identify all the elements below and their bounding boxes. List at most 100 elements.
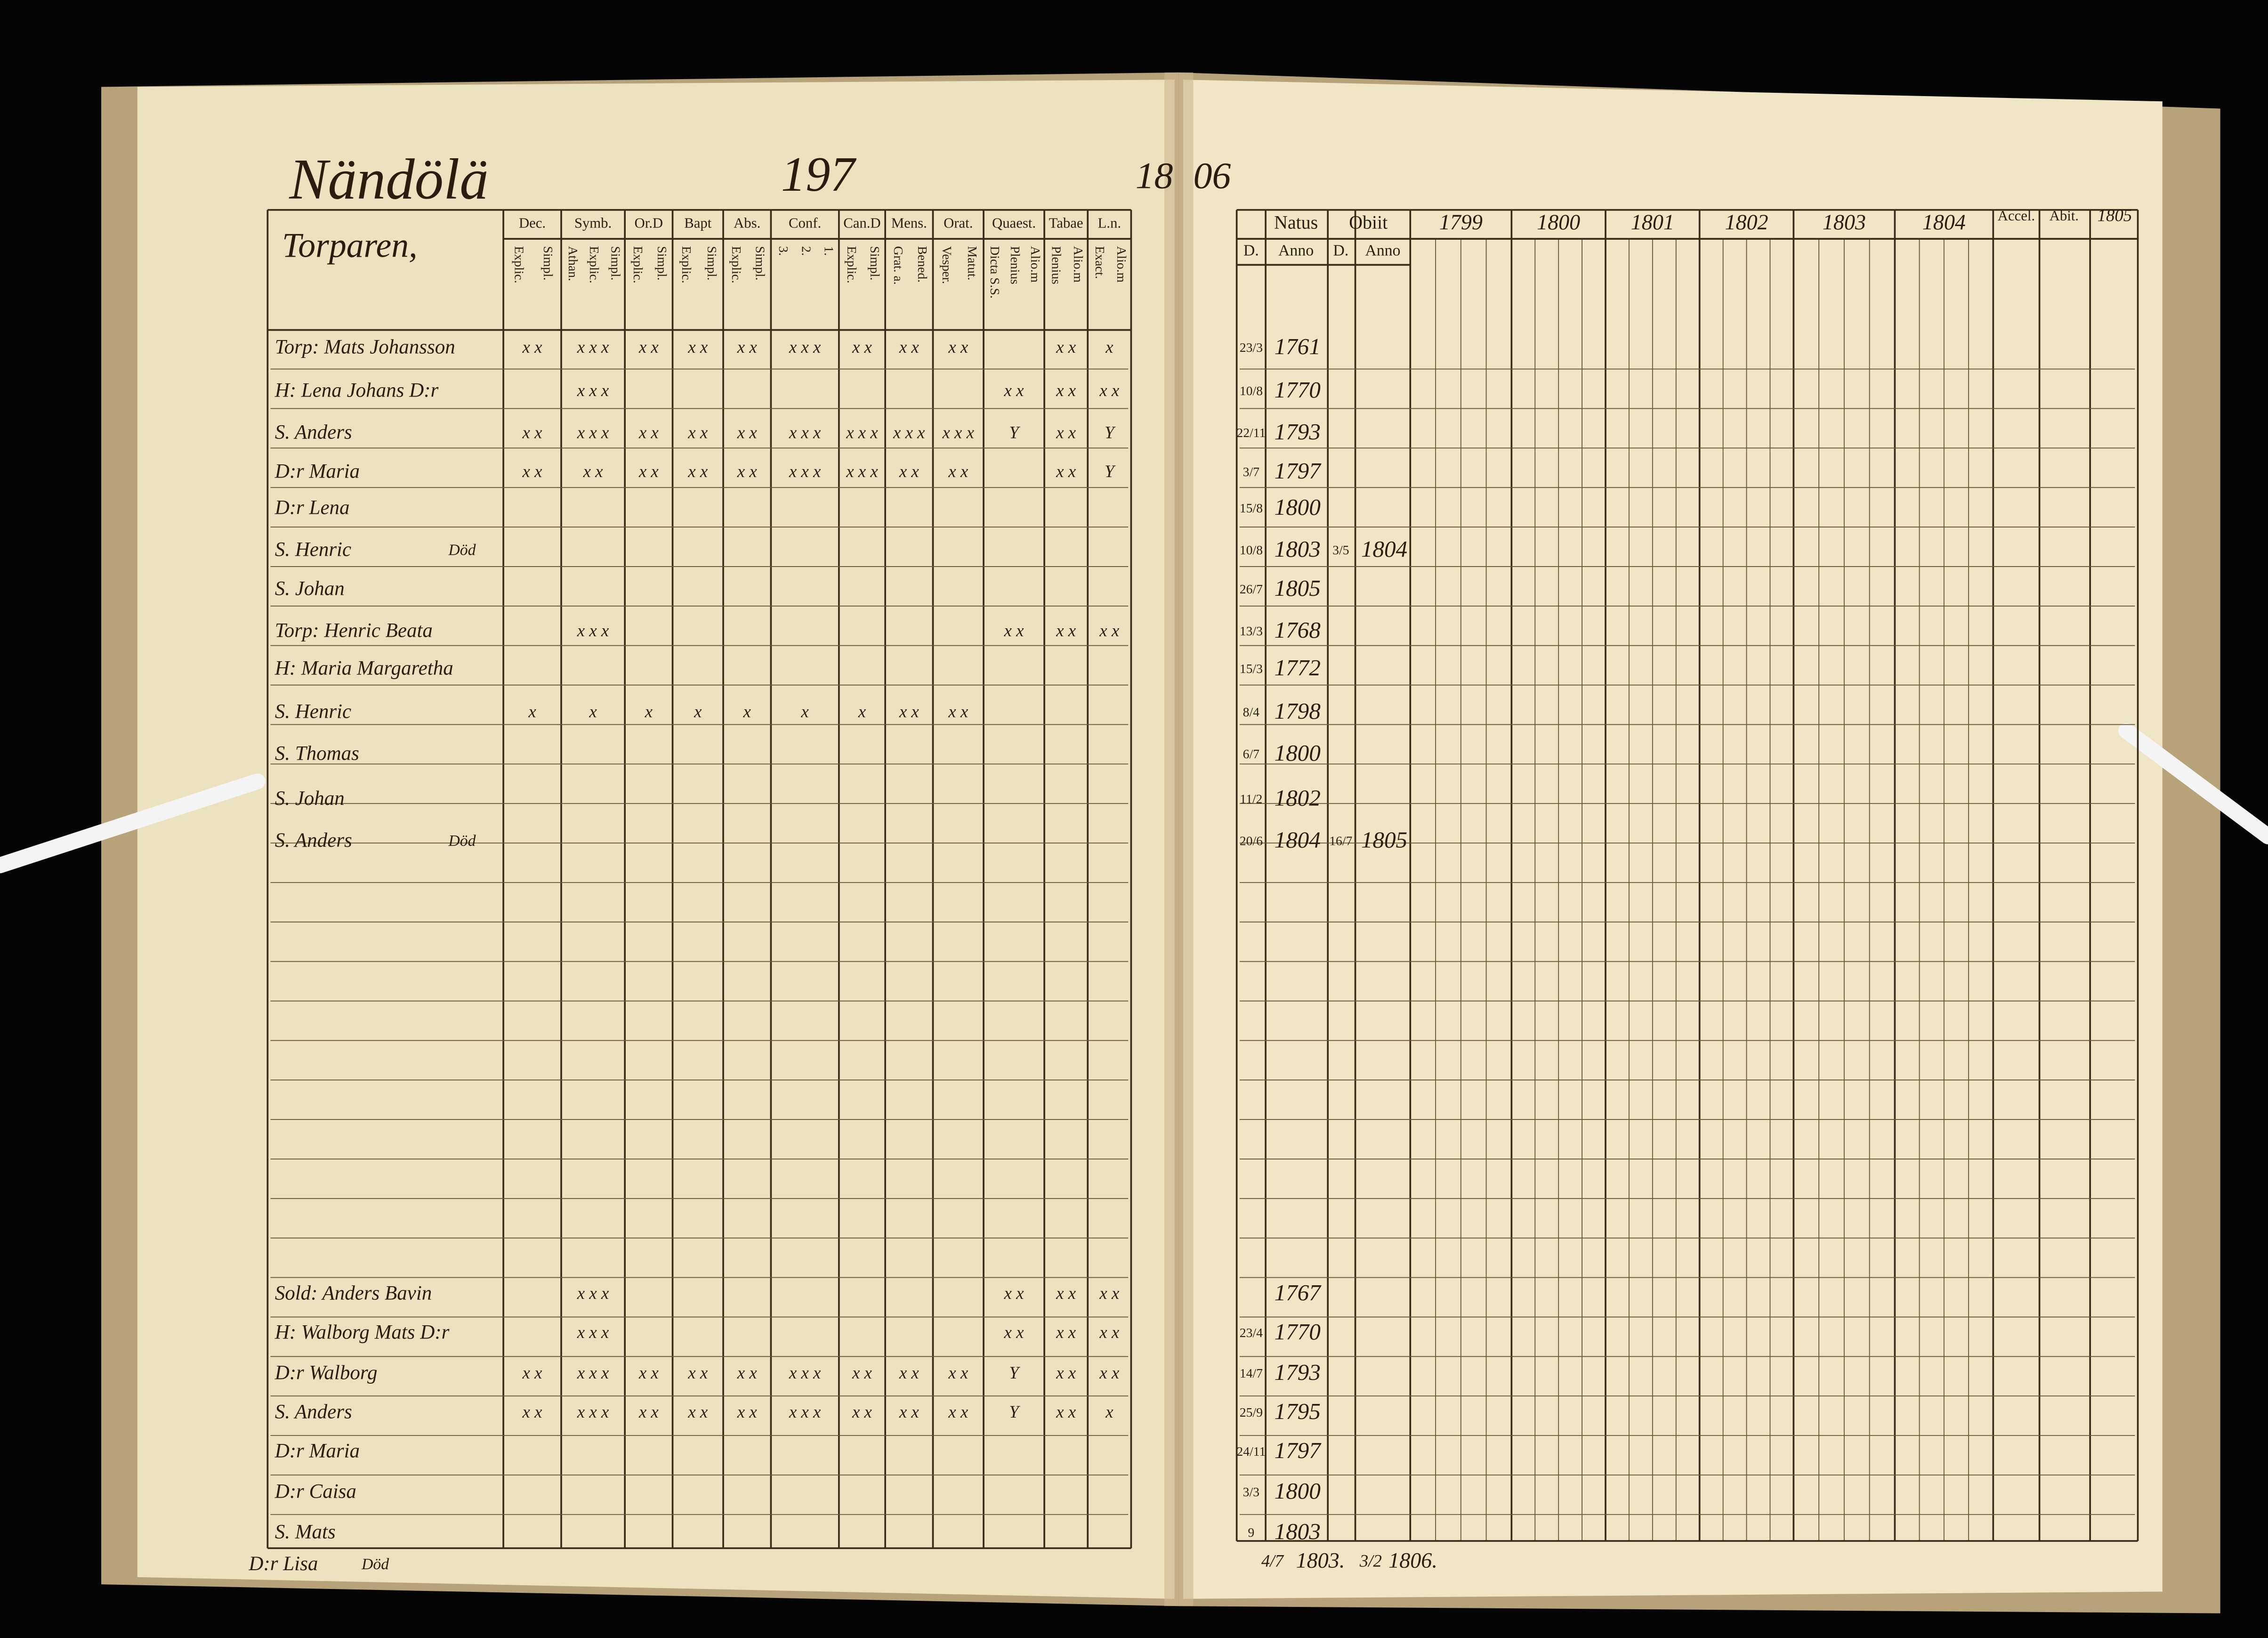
- column-header: Mens.: [891, 215, 927, 231]
- column-subheader: Plenius: [1049, 246, 1064, 284]
- catechism-mark: x x: [852, 337, 872, 357]
- column-subheader: D.: [1333, 242, 1348, 259]
- year-left: 18: [1136, 155, 1173, 196]
- catechism-mark: x x x: [577, 422, 609, 442]
- catechism-mark: x x: [948, 337, 969, 357]
- person-name: Torp: Mats Johansson: [275, 336, 455, 358]
- column-subheader: Simpl.: [608, 246, 623, 280]
- birth-year: 1802: [1275, 785, 1321, 811]
- catechism-mark: x x: [522, 1363, 543, 1382]
- catechism-mark: x x: [948, 1402, 969, 1421]
- person-name: S. Johan: [275, 577, 345, 600]
- birth-year: 1795: [1275, 1398, 1321, 1424]
- column-subheader: Alio.m: [1114, 246, 1129, 283]
- column-subheader: Athan.: [566, 246, 581, 281]
- catechism-mark: x x: [737, 337, 758, 357]
- catechism-mark: x x: [899, 337, 920, 357]
- catechism-mark: Y: [1105, 422, 1116, 442]
- catechism-mark: x x: [1099, 1363, 1120, 1382]
- person-name: D:r Maria: [274, 461, 360, 483]
- catechism-mark: x x x: [942, 422, 974, 442]
- birth-year: 1797: [1275, 1437, 1322, 1463]
- catechism-mark: x x: [1004, 621, 1025, 640]
- birth-year: 1803: [1275, 536, 1321, 562]
- death-day: 16/7: [1329, 833, 1352, 848]
- catechism-mark: x: [589, 702, 597, 721]
- year-header: 1801: [1631, 210, 1674, 234]
- birth-year: 1804: [1275, 827, 1321, 852]
- birth-day: 24/11: [1236, 1444, 1266, 1459]
- column-header: Or.D: [635, 215, 663, 231]
- catechism-mark: x x x: [846, 462, 878, 481]
- column-subheader: Simpl.: [705, 246, 719, 280]
- catechism-mark: Y: [1009, 1363, 1020, 1382]
- catechism-mark: x x x: [789, 1402, 821, 1421]
- year-header: 1800: [1537, 210, 1580, 234]
- left-page: [137, 80, 1175, 1599]
- person-name: H: Maria Margaretha: [274, 657, 453, 679]
- birth-year: 1772: [1275, 655, 1321, 681]
- catechism-mark: x x: [1056, 381, 1076, 400]
- death-day: 3/5: [1332, 543, 1349, 557]
- catechism-mark: x x: [687, 337, 708, 357]
- birth-day: 3/3: [1243, 1484, 1259, 1499]
- catechism-mark: x x x: [577, 621, 609, 640]
- column-subheader: Explic.: [587, 246, 602, 283]
- person-name: D:r Walborg: [274, 1362, 378, 1384]
- birth-year: 1761: [1275, 333, 1321, 359]
- column-subheader: Explic.: [512, 246, 526, 283]
- birth-day: 20/6: [1240, 833, 1263, 848]
- birth-day: 23/4: [1240, 1325, 1263, 1340]
- column-header: Orat.: [944, 215, 973, 231]
- catechism-mark: x x: [1004, 1322, 1025, 1342]
- person-name: S. Thomas: [275, 743, 359, 765]
- column-subheader: Simpl.: [541, 246, 556, 280]
- page-number: 197: [781, 147, 856, 202]
- birth-day: 13/3: [1240, 624, 1263, 638]
- catechism-mark: x x: [899, 1402, 920, 1421]
- column-subheader: Explic.: [631, 246, 646, 283]
- catechism-mark: x x: [1056, 1363, 1076, 1382]
- birth-day: 26/7: [1240, 582, 1263, 596]
- column-subheader: Explic.: [729, 246, 744, 283]
- catechism-mark: x x x: [789, 1363, 821, 1382]
- catechism-mark: x x: [1056, 422, 1076, 442]
- catechism-mark: x x: [1056, 1283, 1076, 1303]
- birth-year: 1797: [1275, 458, 1322, 484]
- catechism-mark: x x: [737, 462, 758, 481]
- footer-year: 1806.: [1388, 1549, 1437, 1573]
- birth-year: 1800: [1275, 1478, 1321, 1504]
- catechism-mark: x x: [1099, 1322, 1120, 1342]
- column-subheader: Explic.: [679, 246, 694, 283]
- birth-day: 10/8: [1240, 543, 1263, 557]
- catechism-mark: x x: [638, 1363, 659, 1382]
- catechism-mark: x x: [638, 1402, 659, 1421]
- catechism-mark: x x: [522, 1402, 543, 1421]
- birth-year: 1793: [1275, 419, 1321, 445]
- death-year: 1804: [1361, 536, 1407, 562]
- catechism-mark: x x x: [577, 1283, 609, 1303]
- death-year: 1805: [1361, 827, 1407, 852]
- person-name: Torp: Henric Beata: [275, 620, 433, 642]
- column-subheader: Alio.m: [1071, 246, 1086, 283]
- catechism-mark: x x: [687, 462, 708, 481]
- birth-day: 11/2: [1240, 791, 1262, 806]
- birth-day: 15/3: [1240, 661, 1263, 676]
- catechism-mark: x x: [899, 702, 920, 721]
- catechism-mark: x x: [638, 422, 659, 442]
- birth-day: 23/3: [1240, 340, 1263, 355]
- column-subheader: 3.: [776, 246, 791, 256]
- catechism-mark: x x x: [893, 422, 925, 442]
- catechism-mark: x x: [583, 462, 604, 481]
- catechism-mark: x x: [1004, 1283, 1025, 1303]
- column-subheader: 1.: [822, 246, 836, 256]
- catechism-mark: x: [694, 702, 702, 721]
- catechism-mark: x x: [737, 1402, 758, 1421]
- gutter: [1164, 72, 1194, 1606]
- birth-year: 1803: [1275, 1518, 1321, 1544]
- person-name: D:r Lena: [274, 496, 350, 519]
- catechism-mark: x x: [687, 1363, 708, 1382]
- catechism-mark: x x x: [577, 381, 609, 400]
- column-subheader: Simpl.: [655, 246, 670, 280]
- catechism-mark: x x: [522, 337, 543, 357]
